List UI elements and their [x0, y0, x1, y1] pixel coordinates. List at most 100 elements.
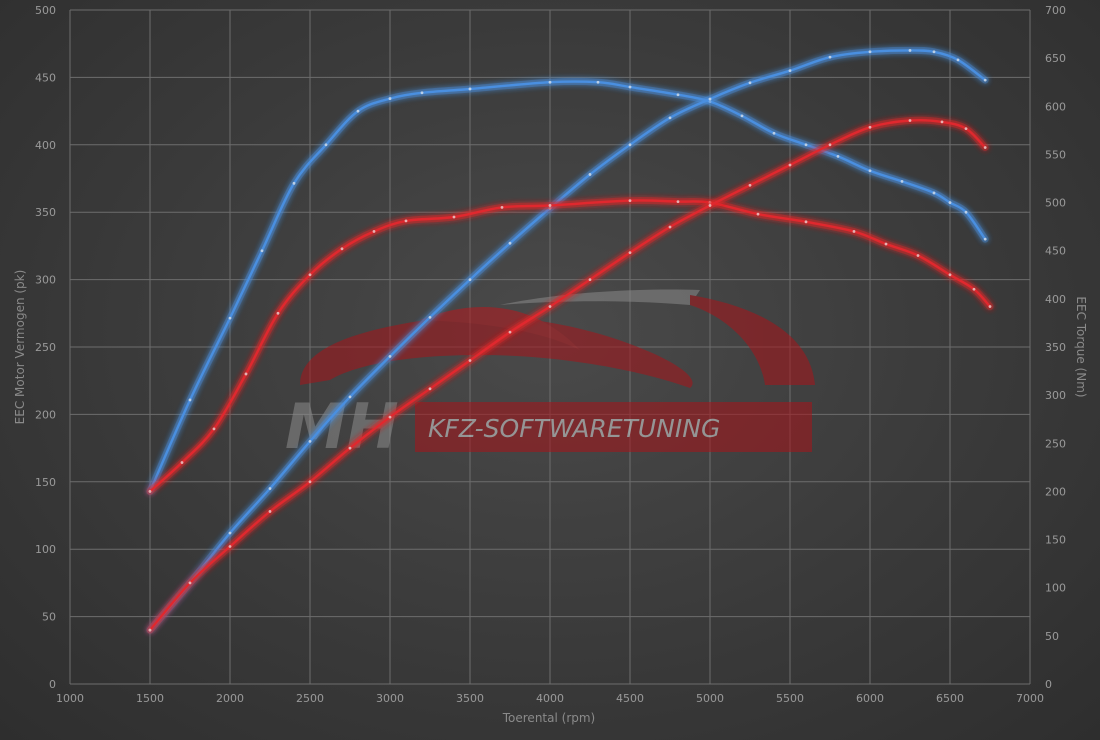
tick-labels: 1000 1500 2000 2500 3000 3500 4000 4500 5000 5500…	[35, 4, 1066, 705]
data-point	[668, 116, 672, 120]
y-right-tick-label: 0	[1045, 678, 1052, 691]
data-point	[228, 316, 232, 320]
data-point	[428, 315, 432, 319]
data-point	[756, 212, 760, 216]
data-point	[228, 531, 232, 535]
car-swoosh	[500, 289, 700, 305]
data-point	[548, 204, 552, 207]
data-point	[268, 487, 272, 490]
y-left-tick-label: 100	[35, 543, 56, 556]
data-point	[468, 278, 472, 281]
data-point	[228, 545, 232, 548]
data-point	[804, 143, 808, 147]
x-tick-label: 5500	[776, 692, 804, 705]
data-point	[676, 93, 680, 97]
x-tick-label: 5000	[696, 692, 724, 705]
data-point	[772, 131, 776, 135]
data-point	[244, 372, 248, 376]
data-point	[508, 330, 512, 334]
data-point	[628, 251, 632, 255]
y-right-tick-label: 400	[1045, 293, 1066, 306]
data-point	[983, 78, 987, 82]
data-point	[308, 273, 312, 277]
y-right-tick-label: 100	[1045, 582, 1066, 595]
y-right-tick-label: 650	[1045, 52, 1066, 65]
data-point	[212, 427, 216, 431]
data-point	[932, 191, 936, 195]
y-axis-right-title: EEC Torque (Nm)	[1074, 296, 1088, 397]
data-point	[983, 237, 987, 241]
x-tick-label: 2500	[296, 692, 324, 705]
y-right-tick-label: 150	[1045, 534, 1066, 547]
data-point	[964, 210, 968, 214]
y-right-tick-label: 450	[1045, 245, 1066, 258]
data-point	[548, 80, 552, 84]
x-tick-label: 1000	[56, 692, 84, 705]
data-point	[972, 287, 976, 291]
data-point	[372, 230, 376, 233]
x-tick-label: 4500	[616, 692, 644, 705]
data-point	[828, 55, 832, 59]
car-silhouette	[300, 316, 693, 388]
data-point	[828, 143, 832, 147]
y-left-tick-label: 150	[35, 476, 56, 489]
x-tick-label: 1500	[136, 692, 164, 705]
data-point	[324, 143, 328, 147]
data-point	[596, 80, 600, 84]
data-point	[708, 97, 712, 101]
car-roof	[420, 306, 580, 350]
x-tick-label: 6500	[936, 692, 964, 705]
x-tick-label: 3500	[456, 692, 484, 705]
data-point	[420, 91, 424, 95]
data-point	[588, 278, 592, 281]
data-point	[916, 254, 920, 257]
data-point	[148, 490, 152, 493]
y-left-tick-label: 350	[35, 206, 56, 219]
data-point	[500, 205, 504, 209]
data-point	[348, 395, 352, 399]
y-right-tick-label: 550	[1045, 148, 1066, 161]
y-left-tick-label: 250	[35, 341, 56, 354]
data-point	[740, 114, 744, 118]
data-point	[628, 85, 632, 89]
data-point	[868, 125, 872, 129]
data-point	[964, 127, 968, 131]
data-point	[628, 143, 632, 147]
data-point	[948, 273, 952, 277]
data-point	[308, 439, 312, 443]
data-point	[948, 201, 952, 204]
data-point	[356, 109, 360, 113]
x-tick-label: 3000	[376, 692, 404, 705]
x-tick-label: 4000	[536, 692, 564, 705]
data-point	[148, 628, 152, 632]
data-point	[852, 230, 856, 233]
data-point	[276, 311, 280, 315]
data-point	[908, 119, 912, 122]
data-point	[292, 181, 296, 185]
data-point	[908, 49, 912, 52]
y-left-tick-label: 500	[35, 4, 56, 17]
data-point	[388, 415, 392, 419]
data-point	[348, 446, 352, 450]
car-rear	[690, 295, 815, 385]
data-point	[983, 146, 987, 149]
data-point	[956, 58, 960, 62]
data-point	[748, 183, 752, 187]
y-left-tick-label: 300	[35, 274, 56, 287]
data-point	[340, 247, 344, 251]
tagline-band	[415, 402, 812, 452]
y-axis-left-title: EEC Motor Vermogen (pk)	[13, 270, 27, 425]
y-left-tick-label: 450	[35, 71, 56, 84]
y-left-tick-label: 50	[42, 611, 56, 624]
data-point	[388, 355, 392, 358]
y-right-tick-label: 500	[1045, 197, 1066, 210]
data-point	[388, 97, 392, 100]
data-point	[188, 581, 192, 585]
data-point	[588, 173, 592, 176]
series-layer	[146, 46, 994, 634]
y-right-tick-label: 200	[1045, 485, 1066, 498]
data-point	[804, 220, 808, 224]
data-point	[628, 199, 632, 203]
data-point	[788, 163, 792, 167]
